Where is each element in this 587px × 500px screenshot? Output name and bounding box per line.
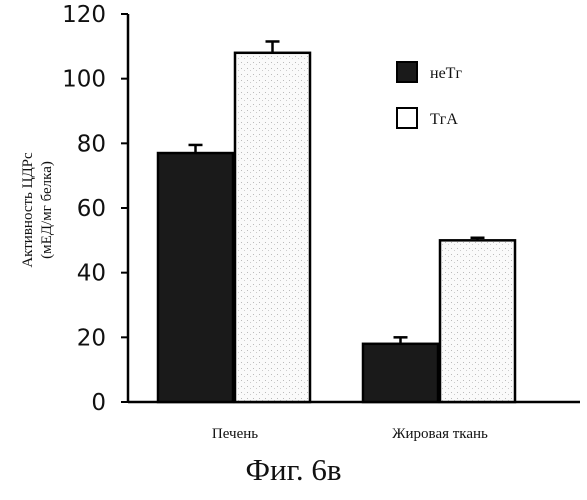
bar-nontg-0: [158, 153, 233, 402]
y-tick-label: 60: [77, 196, 106, 222]
x-category-label: Печень: [212, 426, 258, 442]
legend-label: неТг: [430, 65, 462, 82]
y-tick-label: 0: [91, 390, 106, 416]
y-axis-label-line: (мЕД/мг белка): [39, 161, 55, 259]
bar-tga-1: [440, 240, 515, 402]
bar-nontg-1: [363, 344, 438, 402]
legend-swatch: [397, 108, 417, 128]
figure-caption: Фиг. 6в: [0, 452, 587, 488]
legend-swatch: [397, 62, 417, 82]
y-tick-label: 20: [77, 325, 106, 351]
bar-chart-svg: 0 20 40 60 80 100 120 Активность ЦДРс(мЕД/мг бе…: [0, 0, 587, 450]
bar-tga-0: [235, 53, 310, 402]
y-tick-label: 80: [77, 131, 106, 157]
y-tick-label: 40: [77, 261, 106, 287]
legend-label: ТгА: [430, 111, 458, 128]
y-axis-label: Активность ЦДРс(мЕД/мг белка): [20, 152, 55, 268]
y-tick-label: 120: [62, 2, 106, 28]
y-tick-label: 100: [62, 67, 106, 93]
x-category-label: Жировая ткань: [392, 426, 488, 442]
y-axis-label-line: Активность ЦДРс: [20, 152, 36, 268]
